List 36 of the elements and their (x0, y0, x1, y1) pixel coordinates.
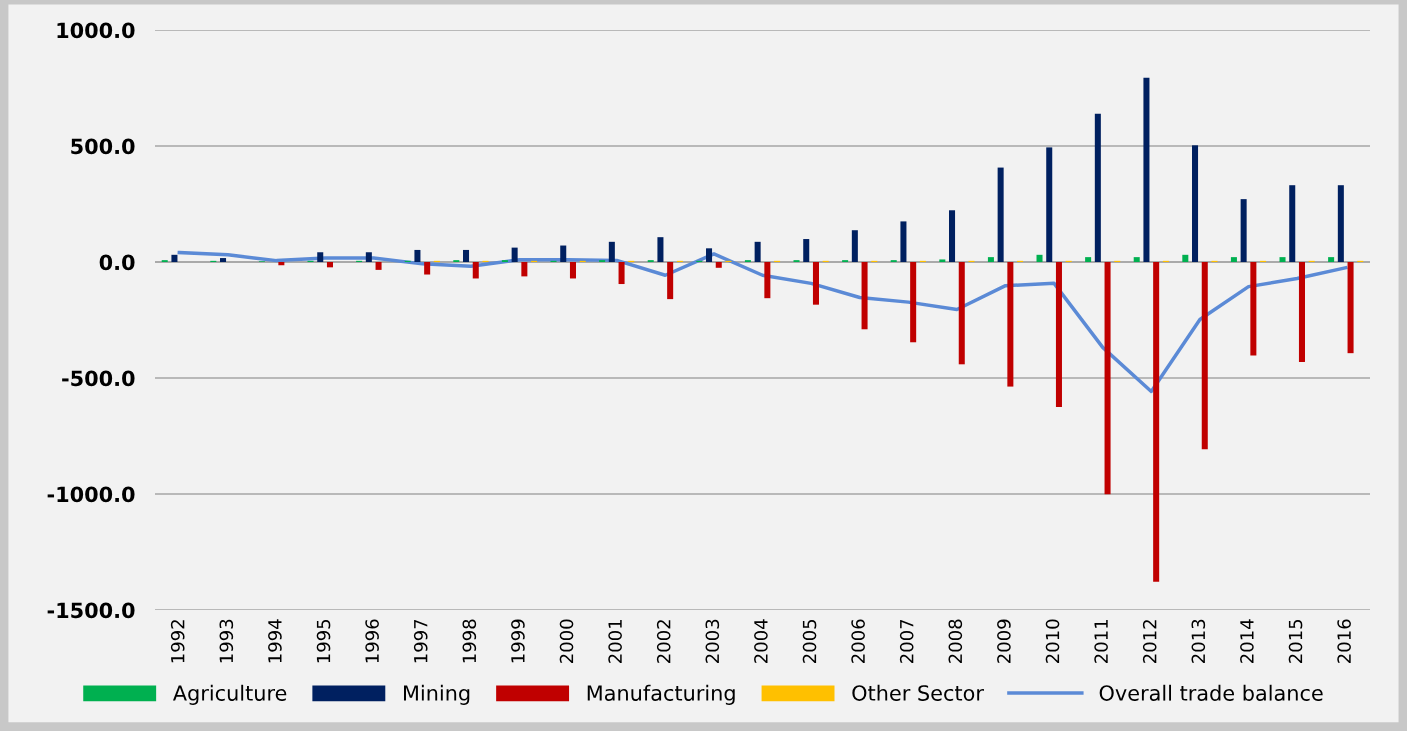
y-tick-label: -500.0 (62, 370, 135, 387)
x-tick-label: 1992 (170, 620, 185, 663)
x-tick-label: 2003 (705, 619, 720, 663)
x-tick-label: 2012 (1142, 620, 1157, 663)
y-tick-label: -1500.0 (47, 602, 135, 619)
y-tick-label: 500.0 (71, 138, 135, 155)
x-tick-label: 2013 (1191, 619, 1206, 663)
x-tick-label: 2005 (802, 619, 817, 663)
x-tick-label: 2015 (1288, 619, 1303, 663)
x-tick-label: 2010 (1045, 619, 1060, 663)
x-tick-label: 2000 (559, 619, 574, 663)
legend-label: Agriculture (172, 684, 287, 705)
x-tick-label: 2014 (1240, 619, 1254, 663)
legend-label: Overall trade balance (1099, 684, 1323, 701)
x-tick-label: 1994 (268, 619, 282, 663)
x-tick-label: 2009 (997, 619, 1011, 663)
x-tick-label: 2001 (608, 620, 622, 663)
y-tick-label: 0.0 (99, 254, 135, 271)
legend-label: Other Sector (852, 684, 984, 701)
x-tick-label: 2007 (899, 619, 914, 663)
x-tick-label: 1996 (365, 619, 379, 663)
x-tick-label: 2016 (1337, 619, 1351, 663)
x-tick-label: 2011 (1094, 620, 1108, 663)
x-tick-label: 1999 (511, 619, 525, 663)
x-tick-label: 2002 (656, 620, 671, 663)
x-tick-label: 1997 (413, 619, 428, 663)
x-tick-label: 2008 (948, 619, 963, 663)
y-tick-label: -1000.0 (47, 486, 135, 503)
legend-label: Mining (404, 684, 470, 705)
x-tick-label: 1995 (316, 619, 331, 663)
x-tick-label: 1998 (462, 619, 477, 663)
legend-label: Manufacturing (587, 684, 735, 705)
x-tick-label: 1993 (219, 619, 234, 663)
y-tick-label: 1000.0 (57, 22, 135, 39)
x-tick-label: 2006 (851, 619, 865, 663)
x-tick-label: 2004 (754, 619, 768, 663)
